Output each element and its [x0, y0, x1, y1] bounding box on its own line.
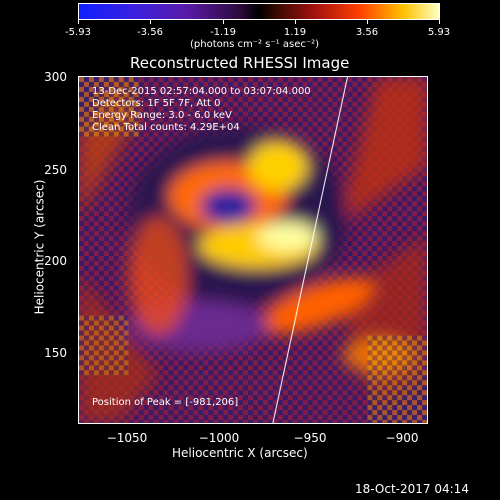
x-tick-label: −900 [385, 431, 419, 445]
render-timestamp: 18-Oct-2017 04:14 [355, 482, 469, 496]
colorbar-tick-mark [439, 20, 440, 24]
colorbar-tick-mark [367, 20, 368, 24]
x-tick-label: −1050 [106, 431, 148, 445]
colorbar-tick-mark [295, 20, 296, 24]
info-detectors: Detectors: 1F 5F 7F, Att 0 [92, 98, 221, 109]
y-tick-label: 250 [44, 163, 67, 177]
x-axis-label: Heliocentric X (arcsec) [172, 446, 308, 460]
info-time-range: 13-Dec-2015 02:57:04.000 to 03:07:04.000 [92, 86, 311, 97]
colorbar-tick-mark [78, 20, 79, 24]
colorbar-tick-label: -3.56 [137, 27, 163, 38]
colorbar [78, 3, 440, 20]
solar-limb-line [272, 77, 348, 423]
y-tick-label: 200 [44, 254, 67, 268]
colorbar-tick-label: 3.56 [355, 27, 379, 38]
y-tick-label: 150 [44, 346, 67, 360]
info-total-counts: Clean Total counts: 4.29E+04 [92, 122, 240, 133]
image-plot [78, 76, 428, 424]
y-axis-label: Heliocentric Y (arcsec) [32, 179, 47, 315]
colorbar-tick-mark [150, 20, 151, 24]
info-energy-range: Energy Range: 3.0 - 6.0 keV [92, 110, 232, 121]
colorbar-tick-label: -1.19 [210, 27, 236, 38]
x-tick-label: −1000 [198, 431, 240, 445]
colorbar-unit-label: (photons cm⁻² s⁻¹ asec⁻²) [190, 39, 320, 50]
colorbar-tick-mark [223, 20, 224, 24]
reconstructed-image [79, 77, 427, 423]
plot-title: Reconstructed RHESSI Image [130, 54, 350, 72]
x-tick-label: −950 [293, 431, 327, 445]
y-tick-label: 300 [44, 70, 67, 84]
peak-position-label: Position of Peak = [-981,206] [92, 397, 239, 408]
colorbar-tick-label: 5.93 [427, 27, 451, 38]
colorbar-tick-label: -5.93 [65, 27, 91, 38]
colorbar-tick-label: 1.19 [283, 27, 307, 38]
